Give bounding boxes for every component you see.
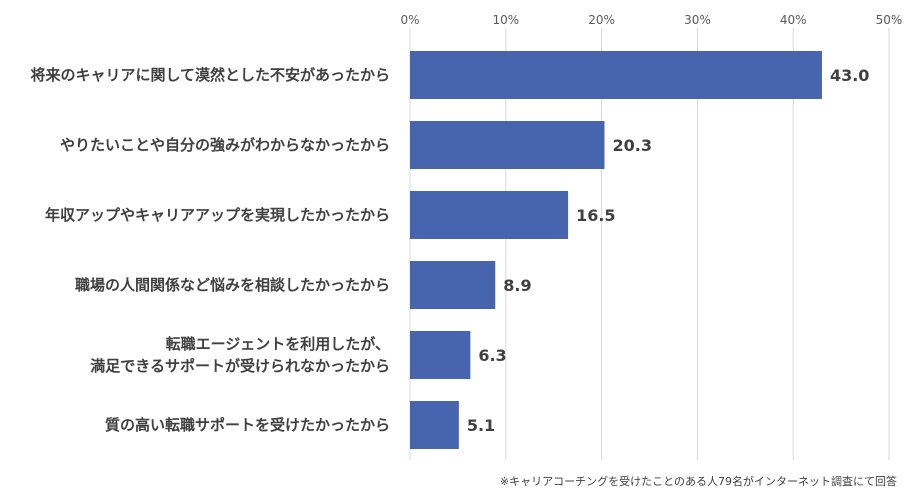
category-label: 年収アップやキャリアアップを実現したかったから (45, 206, 390, 224)
category-label: 満足できるサポートが受けられなかったから (90, 357, 390, 375)
category-label: 質の高い転職サポートを受けたかったから (105, 416, 390, 434)
bar (410, 331, 471, 379)
category-label: 将来のキャリアに関して漠然とした不安があったから (30, 66, 390, 84)
x-tick-label: 50% (876, 13, 903, 27)
x-tick-label: 40% (780, 13, 807, 27)
x-tick-label: 10% (492, 13, 519, 27)
category-label: 職場の人間関係など悩みを相談したかったから (75, 276, 390, 294)
x-tick-label: 20% (588, 13, 615, 27)
data-label: 8.9 (503, 276, 531, 295)
category-label: 転職エージェントを利用したが、 (166, 335, 390, 353)
data-label: 16.5 (576, 206, 615, 225)
footnote: ※キャリアコーチングを受けたことのある人79名がインターネット調査にて回答 (499, 475, 897, 488)
bar (410, 401, 459, 449)
bar (410, 191, 569, 239)
data-label: 6.3 (478, 346, 506, 365)
data-label: 43.0 (830, 66, 869, 85)
bar (410, 121, 605, 169)
x-tick-label: 0% (400, 13, 419, 27)
bar (410, 51, 822, 99)
data-label: 20.3 (612, 136, 651, 155)
bar (410, 261, 496, 309)
x-tick-label: 30% (684, 13, 711, 27)
category-label: やりたいことや自分の強みがわからなかったから (60, 136, 390, 154)
data-label: 5.1 (467, 416, 495, 435)
